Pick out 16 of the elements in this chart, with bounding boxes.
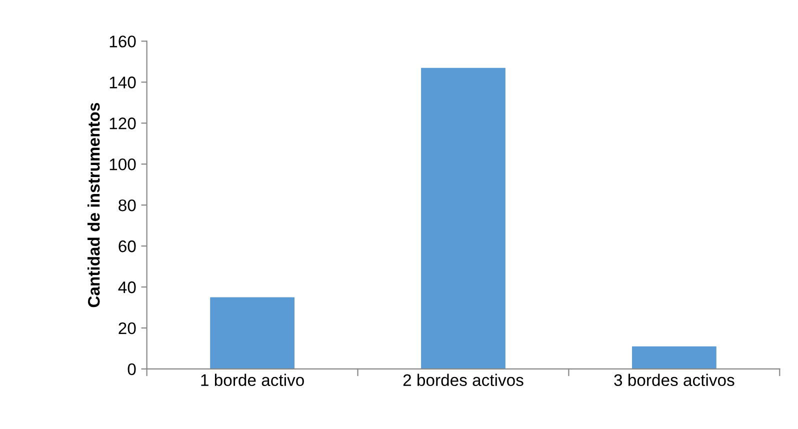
y-tick-label: 160: [110, 36, 136, 48]
y-tick-label: 0: [128, 363, 136, 376]
x-tick-label: 3 bordes activos: [614, 374, 734, 386]
y-tick-label: 60: [118, 240, 136, 252]
y-tick-label: 80: [118, 199, 136, 212]
y-tick-label: 140: [110, 76, 136, 88]
y-tick-label: 100: [110, 158, 136, 170]
y-tick-label: 120: [110, 118, 136, 130]
x-tick-label: 1 borde activo: [201, 374, 304, 386]
bar: [210, 297, 294, 369]
bar: [421, 68, 506, 369]
y-tick-label: 40: [118, 281, 136, 294]
y-tick-label: 20: [118, 322, 136, 334]
bar: [632, 346, 716, 369]
x-tick-label: 2 bordes activos: [403, 374, 524, 386]
y-axis-title: Cantidad de instrumentos: [88, 102, 100, 308]
